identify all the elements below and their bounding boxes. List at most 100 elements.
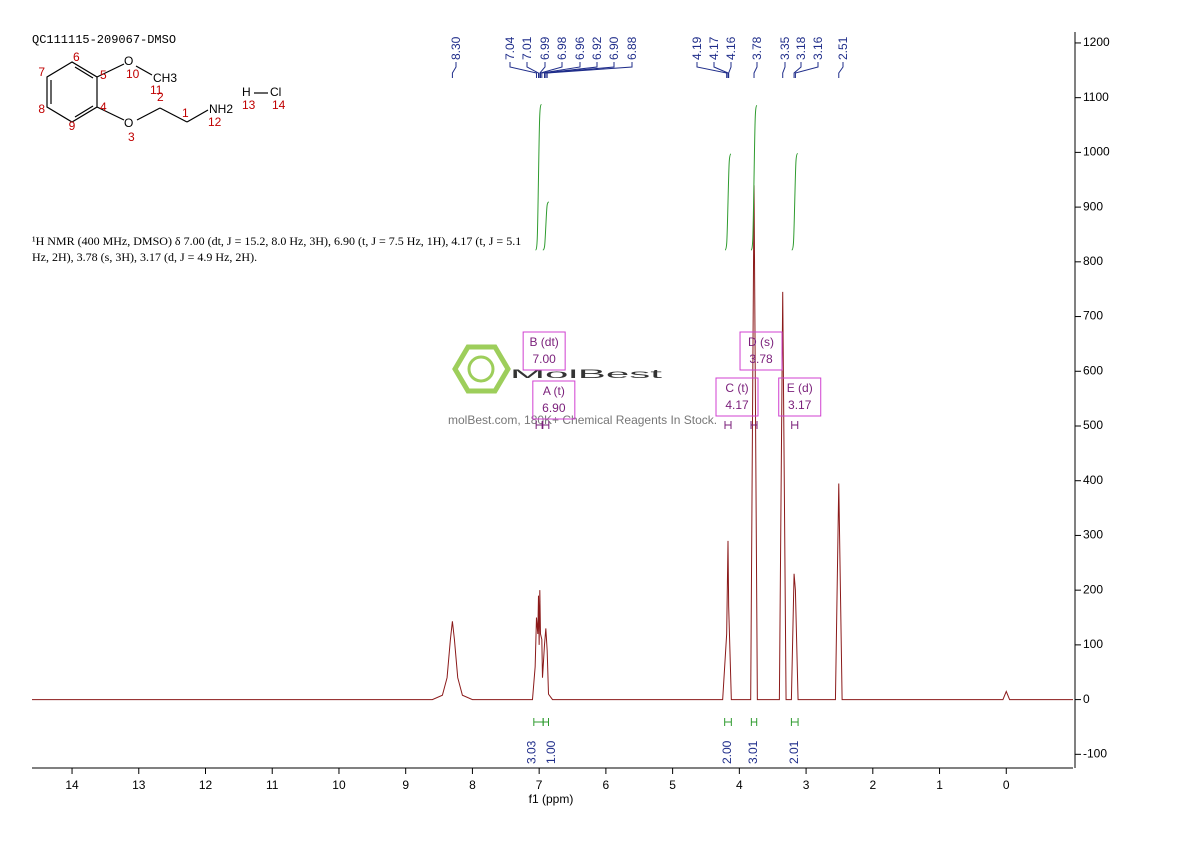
peak-label: 3.16: [811, 36, 825, 60]
integral-curve: [791, 153, 799, 251]
integral-curve: [542, 201, 549, 251]
atom: Cl: [270, 85, 281, 99]
multiplet-shift: 7.00: [532, 352, 556, 366]
atom-number: 2: [157, 90, 164, 104]
peak-connector: [451, 62, 457, 78]
atom-number: 12: [208, 115, 222, 129]
peak-label: 6.99: [538, 36, 552, 60]
integral-range: [750, 718, 758, 726]
description: Hz, 2H), 3.78 (s, 3H), 3.17 (d, J = 4.9 …: [32, 250, 257, 264]
atom-number: 13: [242, 98, 256, 112]
bond: [135, 65, 153, 76]
y-tick-label: 400: [1083, 473, 1103, 487]
multiplet-name: D (s): [748, 335, 774, 349]
watermark-tagline: molBest.com, 180K+ Chemical Reagents In …: [448, 413, 717, 427]
multiplet-box: [739, 331, 783, 371]
multiplet-name: C (t): [725, 381, 748, 395]
x-tick-label: 8: [469, 778, 476, 792]
peak-label: 7.04: [503, 36, 517, 60]
atom-number: 14: [272, 98, 286, 112]
peak-connector: [541, 62, 581, 78]
x-tick-label: 7: [536, 778, 543, 792]
y-tick-label: 700: [1083, 309, 1103, 323]
bond: [136, 107, 161, 121]
bond: [96, 63, 125, 78]
integral-curve: [534, 104, 542, 251]
x-tick-label: 12: [199, 778, 213, 792]
multiplet-name: A (t): [543, 384, 565, 398]
peak-connector: [546, 62, 633, 78]
peak-label: 3.18: [794, 36, 808, 60]
logo-ring: [467, 355, 495, 383]
structure: [46, 61, 268, 123]
multiplet-shift: 6.90: [542, 401, 566, 415]
x-tick-label: 9: [402, 778, 409, 792]
peak-connector: [753, 62, 758, 78]
peak-connector: [728, 62, 732, 78]
atom-number: 11: [150, 83, 163, 97]
atom-number: 7: [38, 65, 45, 79]
atom-number: 1: [182, 106, 189, 120]
peak-connector: [509, 62, 537, 78]
peak-connector: [794, 62, 819, 78]
atom: O: [124, 116, 133, 130]
double-bond: [74, 66, 94, 79]
peak-label: 4.16: [724, 36, 738, 60]
y-tick-label: 100: [1083, 637, 1103, 651]
peak-label: 3.35: [778, 36, 792, 60]
peak-label: 6.92: [590, 36, 604, 60]
multiplet-marker: [724, 421, 732, 429]
x-tick-label: 0: [1003, 778, 1010, 792]
bond: [159, 107, 188, 123]
atom-number: 9: [69, 119, 76, 133]
logo-hexagon: [452, 344, 511, 394]
peak-label: 6.96: [573, 36, 587, 60]
peak-label: 3.78: [750, 36, 764, 60]
integral-range: [533, 718, 544, 726]
peak-label: 8.30: [449, 36, 463, 60]
bond: [186, 109, 209, 123]
y-tick-label: 1100: [1083, 90, 1109, 104]
peak-connector: [543, 62, 598, 78]
integral-range: [724, 718, 732, 726]
peak-connector: [713, 62, 729, 78]
multiplet-box: [532, 380, 576, 420]
peak-connector: [539, 62, 563, 78]
y-tick-label: 800: [1083, 254, 1103, 268]
peak-connector: [526, 62, 539, 78]
x-tick-label: 14: [65, 778, 79, 792]
x-tick-label: 1: [936, 778, 943, 792]
multiplet-marker: [791, 421, 799, 429]
y-tick-label: 500: [1083, 418, 1103, 432]
multiplet-shift: 3.17: [788, 398, 812, 412]
chart-title: QC111115-209067-DMSO: [32, 33, 176, 47]
multiplet-shift: 4.17: [725, 398, 749, 412]
atom-number: 3: [128, 130, 135, 144]
x-tick-label: 2: [869, 778, 876, 792]
peak-label: 2.51: [836, 36, 850, 60]
multiplet-box: [522, 331, 566, 371]
x-tick-label: 3: [803, 778, 810, 792]
x-tick-label: 10: [332, 778, 346, 792]
x-tick-label: 13: [132, 778, 146, 792]
x-tick-label: 6: [603, 778, 610, 792]
atom: CH3: [153, 71, 177, 85]
y-tick-label: 300: [1083, 528, 1103, 542]
peak-label: 6.90: [607, 36, 621, 60]
atom-number: 5: [100, 68, 107, 82]
description: ¹H NMR (400 MHz, DMSO) δ 7.00 (dt, J = 1…: [32, 234, 521, 248]
y-tick-label: 0: [1083, 692, 1090, 706]
peak-label: 4.19: [690, 36, 704, 60]
x-axis-label: f1 (ppm): [529, 792, 574, 806]
peak-connector: [545, 62, 615, 78]
atom-number: 4: [100, 100, 107, 114]
multiplet-marker: [542, 421, 550, 429]
x-tick-label: 11: [266, 778, 279, 792]
integral-range: [542, 718, 549, 726]
multiplet-box: [778, 377, 822, 417]
peak-connector: [793, 62, 802, 78]
benzene-ring: [46, 61, 98, 123]
x-tick-label: 4: [736, 778, 743, 792]
bond: [96, 106, 125, 121]
